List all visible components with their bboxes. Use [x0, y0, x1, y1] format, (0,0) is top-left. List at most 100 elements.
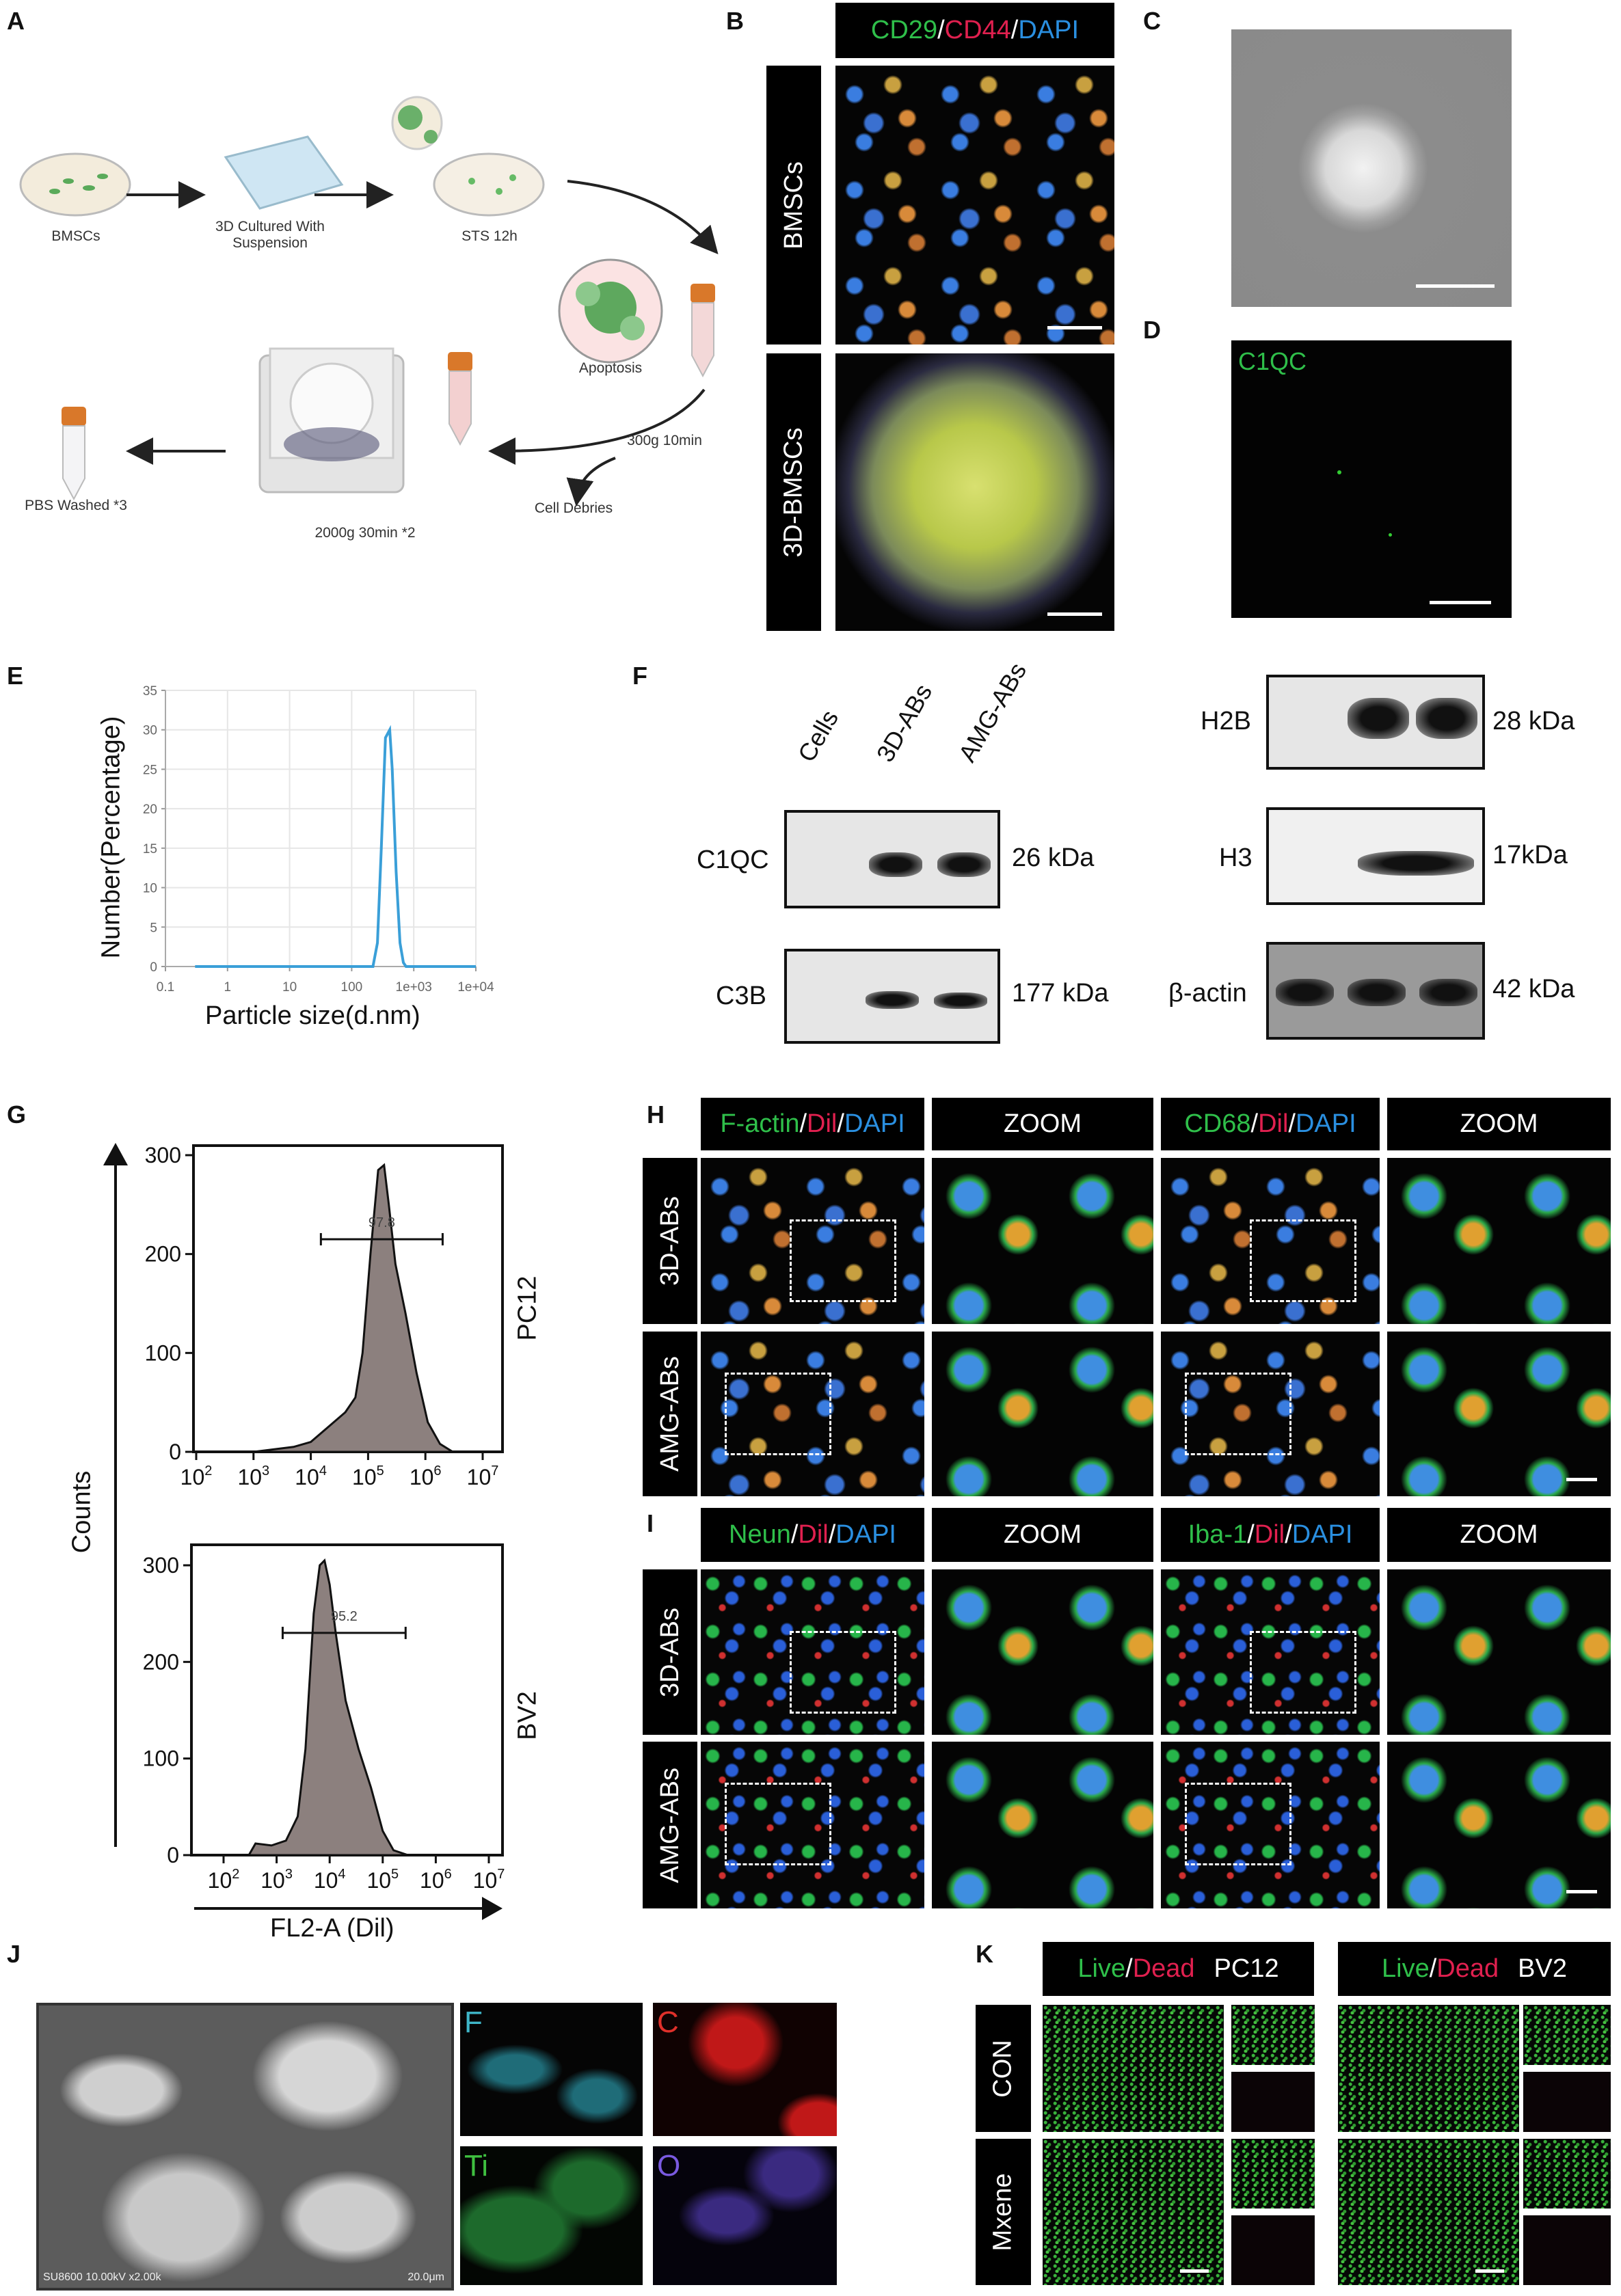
row-label: 3D-ABs: [643, 1158, 697, 1324]
panel-label-e: E: [7, 662, 24, 690]
element-label: O: [657, 2149, 681, 2183]
panel-label-h: H: [647, 1100, 665, 1129]
row-label-text: Mxene: [989, 2172, 1017, 2252]
western-blot-h2b: [1266, 675, 1485, 770]
step-label: 300g 10min: [627, 433, 702, 448]
lane-label: 3D-ABs: [870, 679, 938, 767]
separator: /: [790, 1520, 799, 1549]
micrograph: [701, 1569, 924, 1735]
g-bv2-histogram: [247, 1558, 409, 1856]
g-bv2-x-tick-label: 107: [473, 1867, 505, 1893]
live-channel-image: [1231, 2139, 1315, 2209]
micrograph-zoom: [1387, 1569, 1611, 1735]
e-x-tick-label: 1e+04: [457, 980, 494, 995]
western-blot-h3: [1266, 807, 1485, 905]
tube-icon: [691, 284, 715, 378]
western-blot-beta-actin: [1266, 942, 1485, 1040]
mw-label: 177 kDa: [1012, 979, 1109, 1008]
g-pc12-x-tick-label: 102: [180, 1463, 213, 1489]
stain-header: ZOOM: [932, 1098, 1153, 1150]
row-label-text: 3D-ABs: [655, 1607, 684, 1697]
g-pc12-y-tick-label: 100: [145, 1340, 181, 1365]
workflow-schematic: [19, 96, 719, 507]
e-y-tick-label: 30: [143, 724, 157, 738]
e-y-tick-label: 20: [143, 802, 157, 817]
g-pc12-plot-frame: [192, 1144, 504, 1453]
stain-header: ZOOM: [932, 1508, 1153, 1562]
row-label-text: BMSCs: [779, 161, 808, 249]
g-bv2-x-tick-label: 102: [208, 1867, 240, 1893]
g-bv2-x-tick-label: 105: [366, 1867, 399, 1893]
zoom-label: ZOOM: [1004, 1109, 1082, 1138]
micrograph-zoom: [932, 1158, 1153, 1324]
zoom-label: ZOOM: [1460, 1520, 1538, 1549]
e-x-axis-label: Particle size(d.nm): [205, 1001, 420, 1030]
bmsc-dish-icon: [19, 152, 131, 217]
step-label: STS 12h: [461, 228, 518, 244]
micrograph: [701, 1742, 924, 1908]
live-dead-merged-image: [1043, 2139, 1224, 2285]
mw-label: 17kDa: [1492, 841, 1568, 869]
e-y-tick-label: 15: [143, 842, 157, 856]
element-label: C: [657, 2005, 679, 2039]
protein-label: C3B: [716, 982, 766, 1010]
micrograph-zoom: [1387, 1742, 1611, 1908]
scale-bar: [1566, 1890, 1597, 1893]
e-y-tick-label: 5: [150, 921, 157, 935]
live-dead-merged-image: [1043, 2005, 1224, 2132]
eds-map-ti: Ti: [460, 2146, 643, 2285]
dead-label: Dead: [1436, 1954, 1499, 1983]
g-bv2-y-tick-label: 300: [143, 1553, 179, 1578]
dead-channel-image: [1231, 2215, 1315, 2285]
micrograph: [1161, 1332, 1380, 1496]
e-x-tick-label: 100: [341, 980, 363, 995]
apoptosis-icon: [558, 258, 663, 364]
step-label: Apoptosis: [578, 360, 643, 376]
zoom-region-box: [725, 1783, 831, 1865]
sem-image-apoptotic-body: [1231, 29, 1512, 307]
dead-label: Dead: [1132, 1954, 1195, 1983]
g-y-axis-label: Counts: [67, 1470, 96, 1554]
stain-header: CD68/Dil / DAPI: [1161, 1098, 1380, 1150]
micrograph: [1161, 1158, 1380, 1324]
stain-header: ZOOM: [1387, 1508, 1611, 1562]
g-bv2-y-tick-label: 200: [143, 1649, 179, 1674]
g-pc12-x-tick-label: 105: [352, 1463, 384, 1489]
panel-label-j: J: [7, 1940, 21, 1968]
eds-map-c: C: [653, 2003, 837, 2136]
eds-map-f: F: [460, 2003, 643, 2136]
panel-label-d: D: [1143, 316, 1161, 344]
e-y-tick-label: 35: [143, 684, 157, 699]
lane-label: AMG-ABs: [952, 658, 1032, 767]
channel-label: Dil: [1258, 1109, 1289, 1138]
e-size-distribution-line: [195, 725, 476, 968]
live-channel-image: [1523, 2005, 1611, 2065]
dead-channel-image: [1523, 2072, 1611, 2132]
protein-label: β-actin: [1168, 979, 1247, 1008]
separator: /: [1288, 1109, 1296, 1138]
panel-label-i: I: [647, 1509, 654, 1537]
channel-label: F-actin: [720, 1109, 800, 1138]
element-label: Ti: [464, 2149, 489, 2183]
separator: /: [1125, 1954, 1133, 1983]
row-label: CON: [976, 2005, 1031, 2132]
g-x-axis-label: FL2-A (Dil): [270, 1914, 394, 1943]
g-pc12-x-tick-label: 106: [410, 1463, 442, 1489]
g-subplot-label-pc12: PC12: [513, 1275, 542, 1341]
zoom-label: ZOOM: [1460, 1109, 1538, 1138]
micrograph-c1qc: C1QC: [1231, 340, 1512, 618]
sem-info: SU8600 10.00kV x2.00k: [43, 2271, 161, 2283]
g-fl2-arrowhead: [482, 1897, 503, 1920]
step-label: Suspension: [232, 235, 308, 251]
micrograph-zoom: [1387, 1332, 1611, 1496]
panel-label-k: K: [976, 1940, 993, 1968]
live-label: Live: [1077, 1954, 1126, 1983]
separator: /: [1429, 1954, 1437, 1983]
channel-label: Dil: [798, 1520, 829, 1549]
scale-bar: [1416, 284, 1495, 288]
g-pc12-y-tick-label: 0: [169, 1440, 181, 1464]
g-bv2-x-tick-label: 104: [314, 1867, 346, 1893]
live-channel-image: [1231, 2005, 1315, 2065]
row-label: 3D-BMSCs: [766, 353, 821, 631]
step-label: 3D Cultured With: [215, 219, 325, 234]
